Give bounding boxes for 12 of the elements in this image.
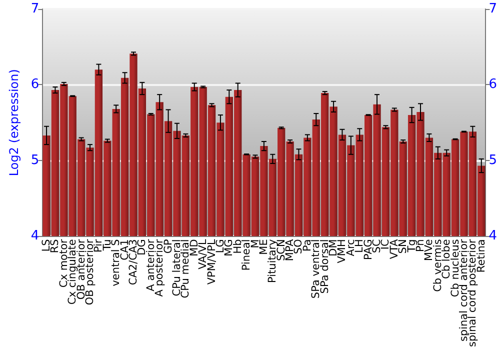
x-tick-label: A posterior bbox=[154, 238, 166, 297]
y2-tick-label: 7 bbox=[488, 2, 498, 16]
y2-tick-label: 5 bbox=[488, 152, 498, 168]
x-tick-label: OB posterior bbox=[84, 238, 96, 306]
y-tick-label: 5 bbox=[30, 152, 40, 168]
y-axis-title: Log2 (expression) bbox=[7, 69, 21, 176]
x-tick-label: Tg bbox=[406, 239, 418, 254]
y-tick-label: 4 bbox=[30, 228, 40, 244]
y2-tick-label: 6 bbox=[488, 77, 498, 92]
y-tick-label: 7 bbox=[30, 2, 40, 16]
y2-tick-label: 4 bbox=[488, 228, 498, 244]
y-tick-label: 6 bbox=[30, 77, 40, 92]
